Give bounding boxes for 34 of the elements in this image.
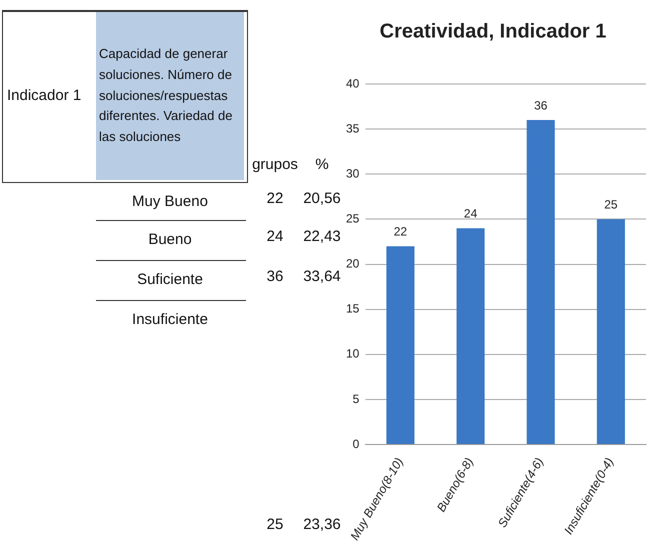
text: 22 [266,189,284,209]
y-tick-label: 30 [346,166,360,180]
text: 22,43 [303,228,341,245]
y-tick-label: 5 [352,392,360,406]
y-tick-label: 0 [352,436,360,451]
text: 20,56 [303,190,341,207]
y-tick-label: 35 [346,121,360,136]
text: Suficiente [136,270,204,290]
text: 33,64 [303,268,341,285]
bar [456,228,485,444]
bar [596,219,625,444]
text: Indicador 1 [6,86,82,106]
data-label: 24 [464,206,478,221]
y-tick-label: 20 [346,256,360,271]
bar [386,246,414,444]
text: 24 [266,227,284,247]
data-label: 25 [604,198,618,212]
bar [526,120,555,444]
chart-title: Creatividad, Indicador 1 [380,20,606,43]
text: Muy Bueno [131,192,209,212]
data-label: 36 [534,98,548,112]
y-tick-label: 40 [346,76,360,90]
data-label: 22 [394,224,408,239]
text: Capacidad de generar soluciones. Número de soluciones/respuestas diferentes. Variedad de las soluciones [96,12,244,180]
y-tick-label: 10 [346,346,360,361]
y-tick-label: 25 [346,212,360,226]
text: Insuficiente [131,310,209,330]
text: 23,36 [302,515,342,535]
text: 36 [266,267,284,287]
text: Bueno [147,230,193,250]
text: grupos [251,155,299,175]
y-tick-label: 15 [346,302,360,316]
text: 25 [266,515,284,535]
text: % [314,155,330,175]
